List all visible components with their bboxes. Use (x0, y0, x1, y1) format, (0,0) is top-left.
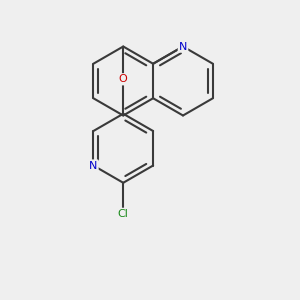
Text: O: O (119, 74, 128, 84)
Text: Cl: Cl (118, 209, 129, 219)
Text: N: N (179, 41, 187, 52)
Text: N: N (89, 160, 98, 170)
